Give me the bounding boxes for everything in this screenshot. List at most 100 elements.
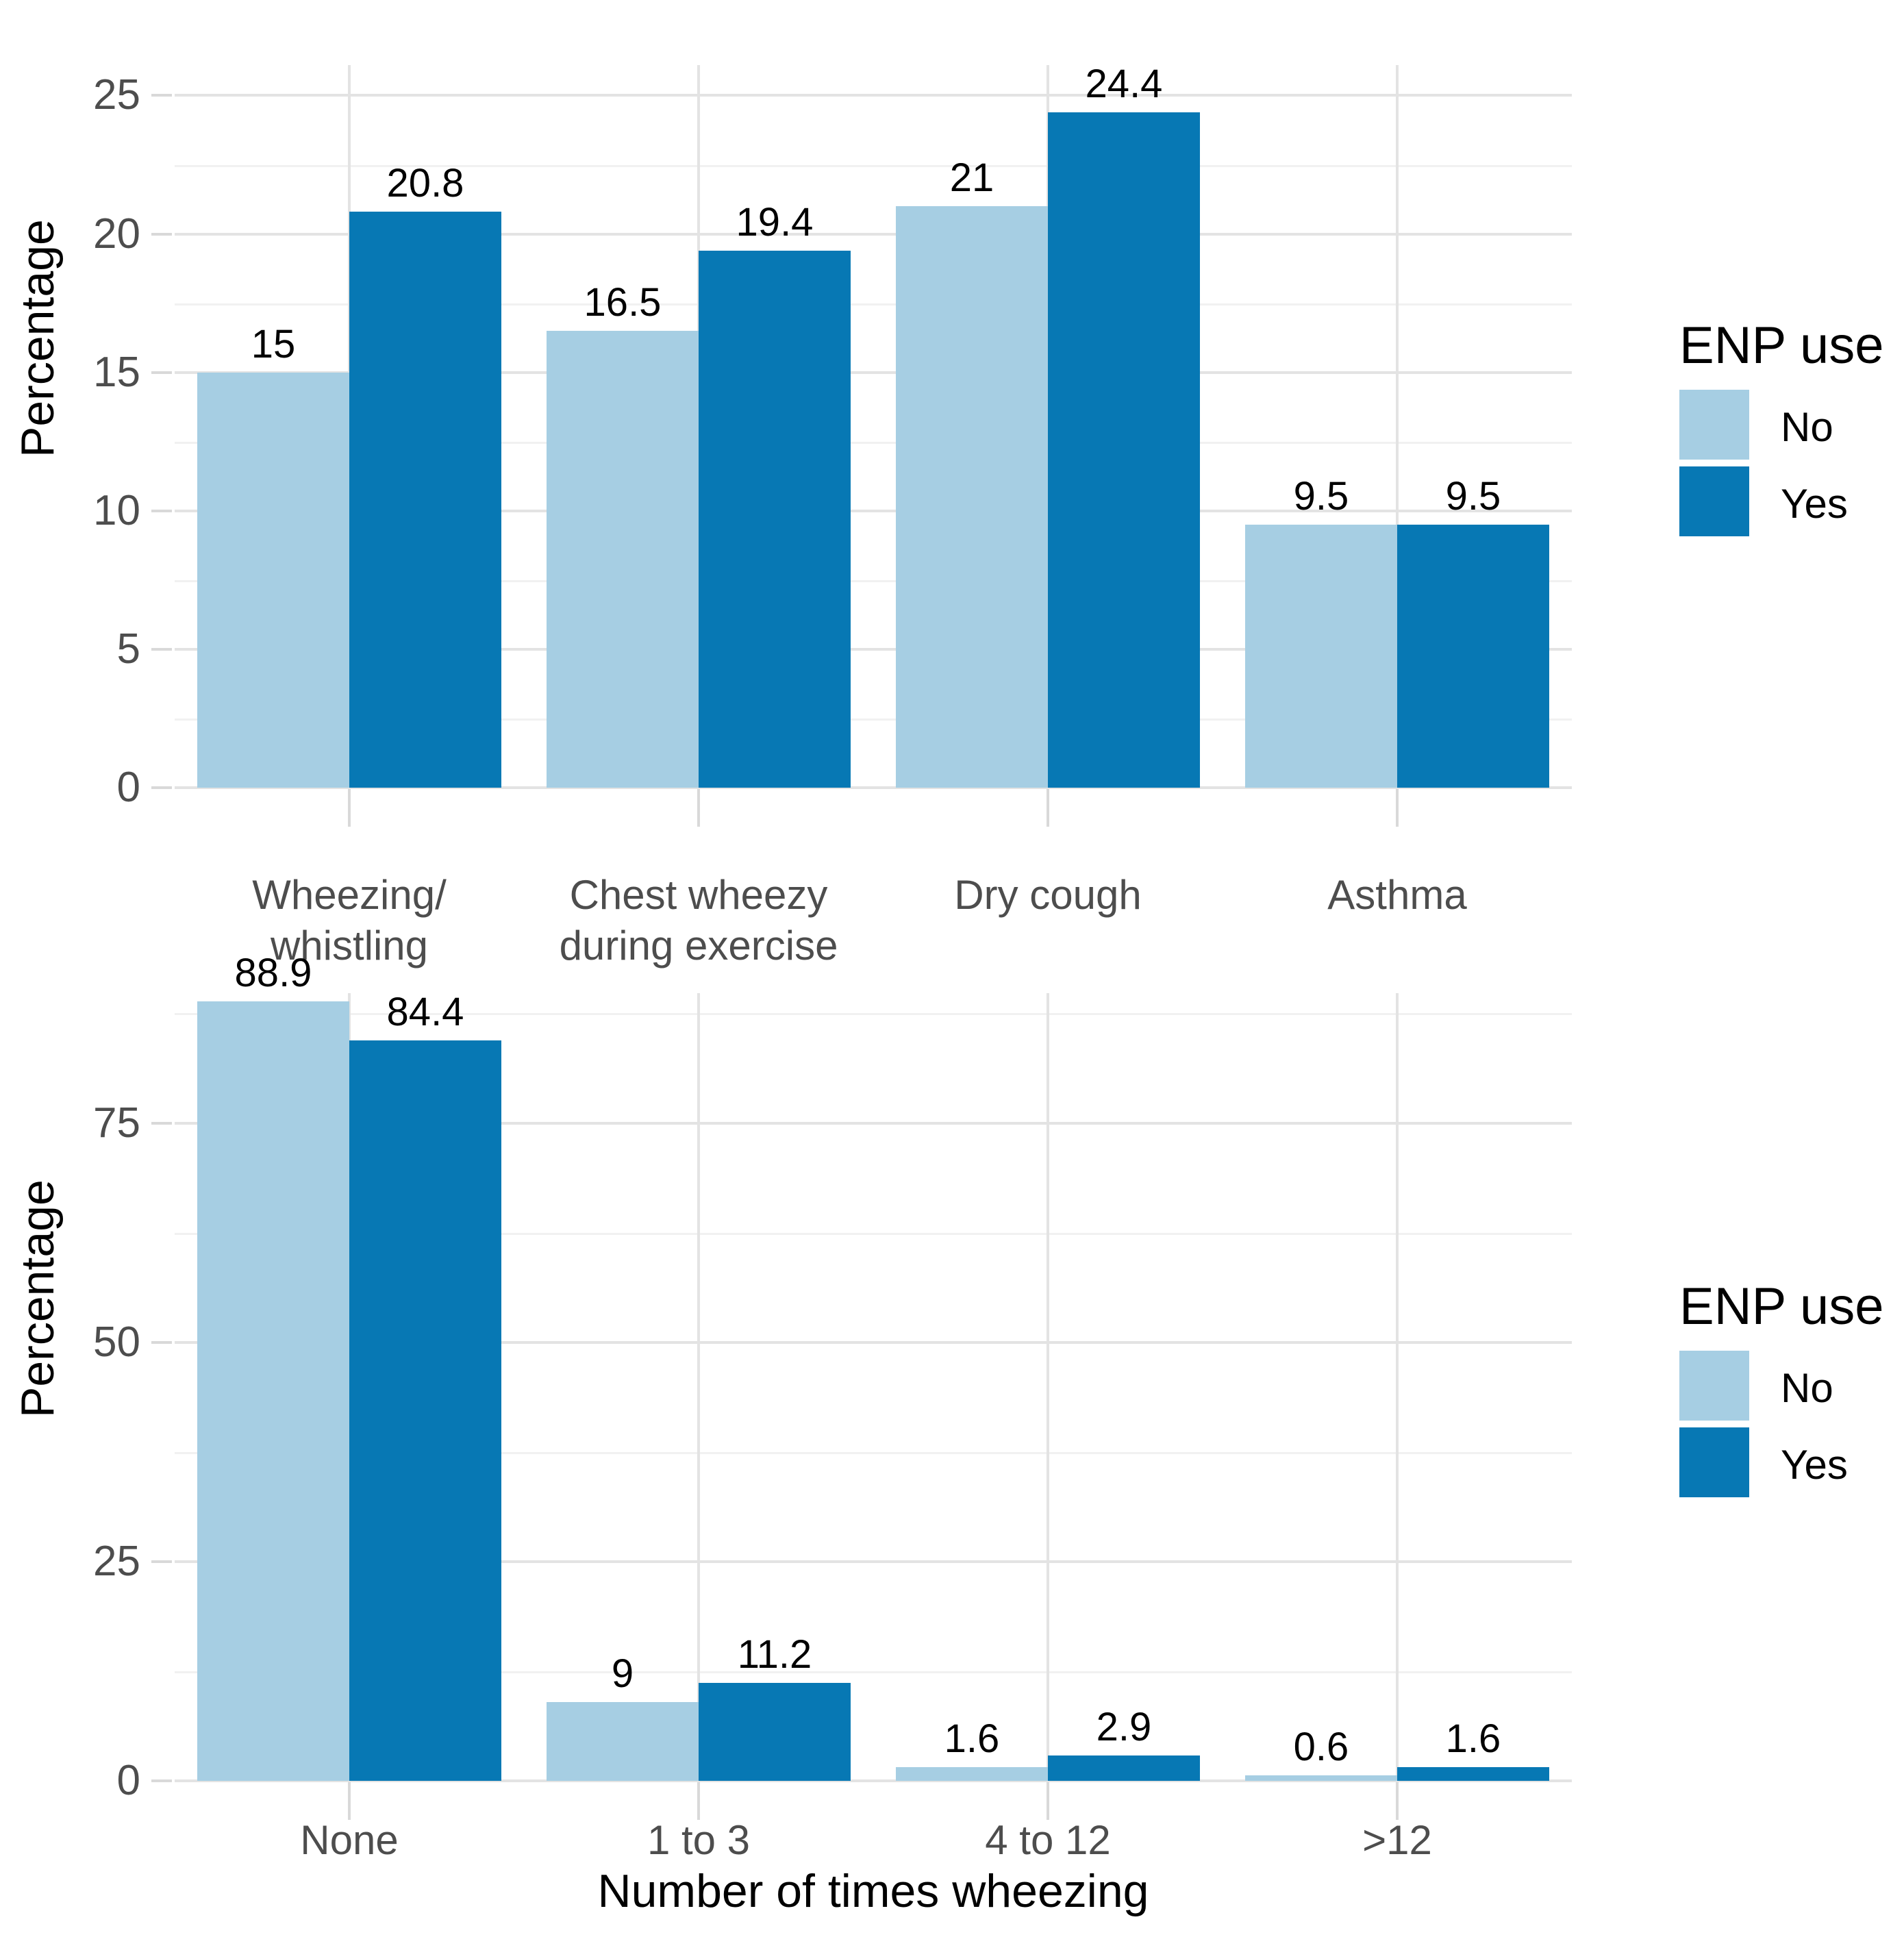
bar-value-label: 2.9 [1096,1705,1152,1749]
bar-no [1245,1775,1397,1781]
category-label: Asthma [1327,870,1466,921]
x-axis-tick [1047,1782,1049,1820]
x-axis-tick [1396,1782,1399,1820]
bar-value-label: 16.5 [584,280,662,325]
y-tick-label: 50 [93,1319,140,1366]
bar-no [896,1767,1048,1781]
legend-label-no: No [1781,1365,1833,1411]
bar-value-label: 20.8 [386,161,464,205]
bar-value-label: 15 [251,322,296,366]
legend-swatch-yes [1679,466,1749,536]
gridline-minor [175,1452,1572,1454]
bar-value-label: 0.6 [1293,1725,1349,1769]
x-axis-tick [697,789,700,827]
gridline-major [175,1779,1572,1782]
bar-no [197,373,349,788]
gridline-vertical [1396,993,1399,1781]
category-label-line: Asthma [1327,872,1467,918]
y-tick-label: 20 [93,210,140,258]
gridline-minor [175,1233,1572,1235]
category-label-line: >12 [1362,1817,1432,1863]
legend-swatch-no [1679,390,1749,460]
y-axis-tick [151,1122,172,1125]
bar-value-label: 88.9 [234,951,312,995]
gridline-vertical [1396,65,1399,788]
gridline-major [175,371,1572,374]
legend-label-yes: Yes [1781,481,1848,527]
bar-no [197,1001,349,1781]
category-label-line: Chest wheezy [569,872,828,918]
category-label-line: during exercise [559,923,838,968]
gridline-minor [175,718,1572,721]
y-axis-tick [151,786,172,789]
bar-value-label: 19.4 [736,200,814,245]
bar-yes [699,1683,851,1781]
x-axis-title: Number of times wheezing [597,1865,1149,1917]
bar-yes [349,212,501,788]
category-label-line: whistling [270,923,429,968]
bar-yes [699,251,851,788]
legend-swatch-no [1679,1351,1749,1421]
bar-yes [1397,525,1549,788]
gridline-major [175,1122,1572,1125]
bar-value-label: 9.5 [1293,474,1349,518]
bar-value-label: 84.4 [386,990,464,1034]
category-label: Chest wheezy during exercise [560,870,838,971]
legend-swatch-yes [1679,1427,1749,1497]
category-label-line: 4 to 12 [985,1817,1111,1863]
x-axis-tick [1396,789,1399,827]
category-label-line: 1 to 3 [647,1817,751,1863]
x-axis-tick [697,1782,700,1820]
bar-value-label: 9 [611,1651,634,1696]
y-tick-label: 0 [116,764,140,811]
gridline-vertical [1047,993,1049,1781]
gridline-major [175,1560,1572,1563]
y-tick-label: 10 [93,487,140,534]
category-label-line: None [300,1817,399,1863]
y-tick-label: 15 [93,349,140,396]
category-label: Wheezing/whistling [252,870,446,971]
y-axis-tick [151,94,172,97]
gridline-minor [175,303,1572,305]
legend-title: ENP use [1679,316,1884,375]
y-axis-tick [151,510,172,512]
bar-no [1245,525,1397,788]
category-label-line: Dry cough [954,872,1142,918]
x-axis-tick [348,789,351,827]
bar-yes [1048,112,1200,788]
y-axis-tick [151,233,172,236]
legend-label-yes: Yes [1781,1442,1848,1488]
y-axis-tick [151,1560,172,1563]
category-label: >12 [1362,1815,1432,1866]
bar-value-label: 1.6 [1445,1716,1501,1761]
bar-value-label: 9.5 [1445,474,1501,518]
bar-value-label: 1.6 [944,1716,1000,1761]
category-label: Dry cough [954,870,1141,921]
gridline-major [175,94,1572,97]
y-axis-tick [151,1779,172,1782]
gridline-minor [175,442,1572,444]
gridline-minor [175,1013,1572,1015]
y-tick-label: 75 [93,1099,140,1147]
bar-no [896,206,1048,788]
bar-yes [349,1040,501,1781]
legend-label-no: No [1781,404,1833,450]
gridline-minor [175,1671,1572,1673]
category-label: None [300,1815,398,1866]
y-axis-tick [151,648,172,651]
legend-title: ENP use [1679,1277,1884,1336]
bar-yes [1048,1755,1200,1781]
y-axis-tick [151,371,172,374]
bar-value-label: 11.2 [737,1632,812,1677]
gridline-major [175,510,1572,512]
x-axis-tick [348,1782,351,1820]
bar-value-label: 21 [949,155,994,200]
gridline-minor [175,165,1572,167]
y-tick-label: 25 [93,71,140,118]
bar-no [547,1702,699,1781]
bar-no [547,331,699,788]
y-tick-label: 5 [116,625,140,673]
bar-value-label: 24.4 [1085,62,1163,106]
y-tick-label: 25 [93,1538,140,1585]
